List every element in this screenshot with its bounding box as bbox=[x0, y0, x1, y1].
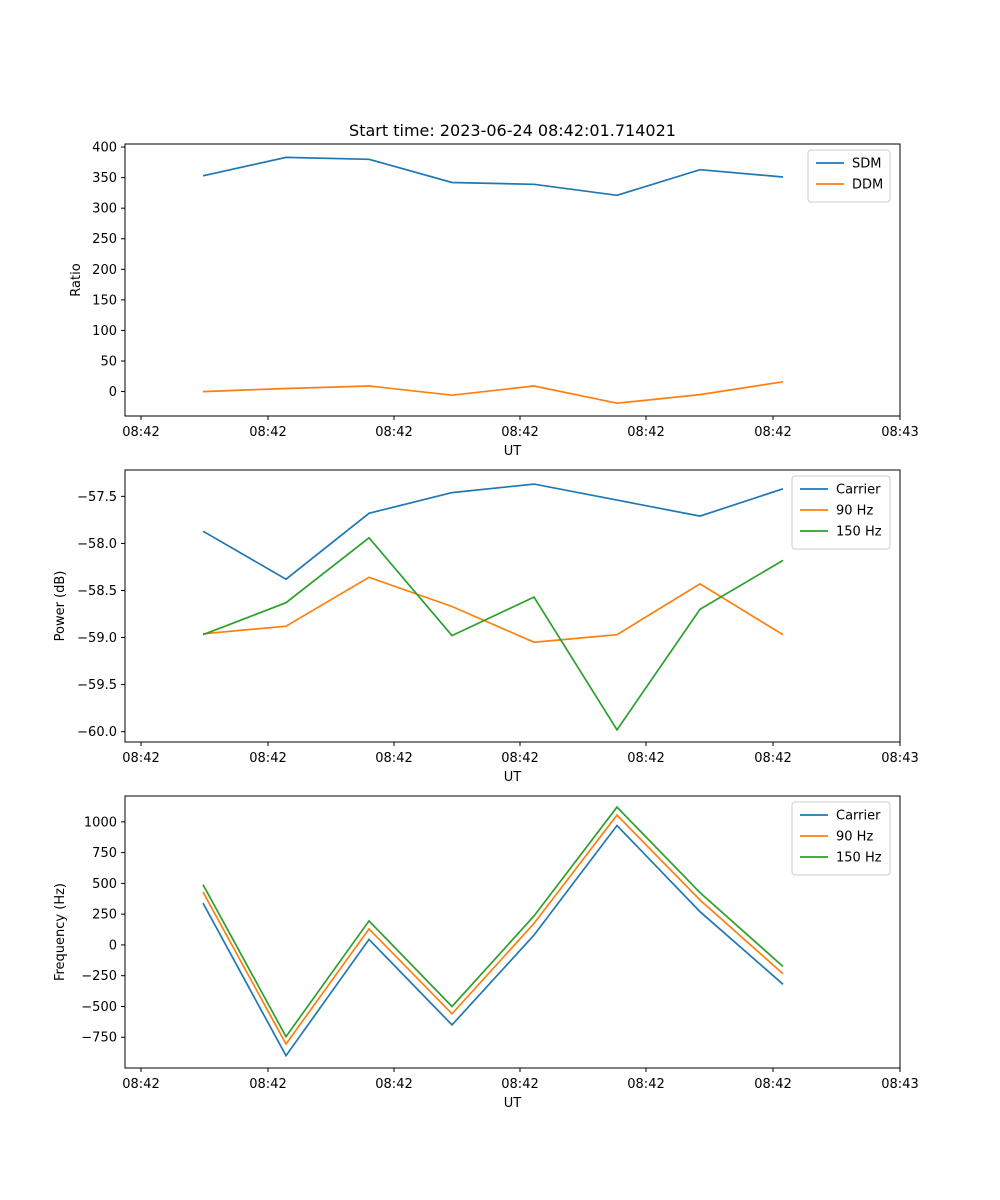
legend: Carrier 90 Hz 150 Hz bbox=[791, 475, 891, 550]
x-tick-label: 08:42 bbox=[627, 751, 664, 766]
y-tick-label: −750 bbox=[81, 1031, 117, 1046]
series-line-90-hz bbox=[202, 813, 784, 1046]
series-line-carrier bbox=[202, 483, 784, 581]
y-axis-label: Power (dB) bbox=[53, 571, 68, 642]
charts: Start time: 2023-06-24 08:42:01.714021 08… bbox=[53, 121, 919, 1111]
x-tick-label: 08:42 bbox=[754, 751, 791, 766]
y-tick-label: 150 bbox=[92, 293, 117, 308]
y-tick-label: 0 bbox=[109, 385, 117, 400]
legend-entry: 90 Hz bbox=[836, 830, 873, 845]
legend-entry: Carrier bbox=[836, 483, 881, 498]
y-tick-label: −59.0 bbox=[77, 631, 117, 646]
x-tick-label: 08:42 bbox=[122, 425, 159, 440]
y-tick-label: 200 bbox=[92, 263, 117, 278]
chart-title: Start time: 2023-06-24 08:42:01.714021 bbox=[349, 121, 676, 140]
y-tick-label: −58.5 bbox=[77, 584, 117, 599]
y-tick-label: 100 bbox=[92, 324, 117, 339]
y-tick-label: −250 bbox=[81, 969, 117, 984]
y-tick-label: −57.5 bbox=[77, 490, 117, 505]
y-tick-label: 250 bbox=[92, 232, 117, 247]
y-axis-label: Frequency (Hz) bbox=[53, 883, 68, 981]
y-tick-label: 350 bbox=[92, 171, 117, 186]
y-tick-label: 750 bbox=[92, 846, 117, 861]
legend: SDM DDM bbox=[807, 149, 891, 203]
x-tick-label: 08:42 bbox=[249, 1077, 286, 1092]
x-tick-label: 08:42 bbox=[501, 425, 538, 440]
plot-frame bbox=[124, 143, 901, 417]
x-axis-label: UT bbox=[504, 770, 522, 785]
series-line-150-hz bbox=[202, 536, 784, 732]
y-tick-label: 300 bbox=[92, 202, 117, 217]
x-tick-label: 08:43 bbox=[881, 425, 918, 440]
x-tick-label: 08:42 bbox=[375, 751, 412, 766]
x-tick-label: 08:42 bbox=[754, 1077, 791, 1092]
legend-entry: Carrier bbox=[836, 809, 881, 824]
x-tick-label: 08:42 bbox=[754, 425, 791, 440]
y-tick-label: 500 bbox=[92, 877, 117, 892]
chart-panel-1: Start time: 2023-06-24 08:42:01.714021 08… bbox=[69, 121, 919, 459]
y-tick-label: −500 bbox=[81, 1000, 117, 1015]
series-line-carrier bbox=[202, 824, 784, 1058]
series-line-90-hz bbox=[202, 576, 784, 644]
legend-entry: DDM bbox=[852, 178, 883, 193]
x-tick-label: 08:42 bbox=[249, 751, 286, 766]
x-tick-label: 08:42 bbox=[627, 425, 664, 440]
y-tick-label: −59.5 bbox=[77, 678, 117, 693]
series-line-ddm bbox=[202, 380, 784, 405]
series-line-sdm bbox=[202, 156, 784, 197]
series-line-150-hz bbox=[202, 805, 784, 1039]
legend: Carrier 90 Hz 150 Hz bbox=[791, 801, 891, 876]
x-axis-label: UT bbox=[504, 444, 522, 459]
legend-entry: SDM bbox=[852, 157, 881, 172]
chart-panel-2: 08:42 08:42 08:42 08:42 08:42 08:42 08:43 UT −60… bbox=[53, 469, 919, 785]
plot-frame bbox=[124, 795, 901, 1069]
x-tick-label: 08:42 bbox=[375, 1077, 412, 1092]
x-tick-label: 08:43 bbox=[881, 751, 918, 766]
plot-frame bbox=[124, 469, 901, 743]
x-tick-label: 08:42 bbox=[122, 1077, 159, 1092]
y-tick-label: 1000 bbox=[84, 815, 117, 830]
y-tick-label: 50 bbox=[100, 354, 117, 369]
y-tick-label: −58.0 bbox=[77, 537, 117, 552]
legend-entry: 150 Hz bbox=[836, 525, 882, 540]
x-tick-label: 08:42 bbox=[627, 1077, 664, 1092]
y-tick-label: 400 bbox=[92, 141, 117, 156]
x-tick-label: 08:42 bbox=[375, 425, 412, 440]
legend-entry: 150 Hz bbox=[836, 851, 882, 866]
x-tick-label: 08:43 bbox=[881, 1077, 918, 1092]
x-axis-label: UT bbox=[504, 1096, 522, 1111]
x-tick-label: 08:42 bbox=[249, 425, 286, 440]
y-tick-label: 0 bbox=[109, 938, 117, 953]
x-tick-label: 08:42 bbox=[122, 751, 159, 766]
legend-entry: 90 Hz bbox=[836, 504, 873, 519]
y-axis-label: Ratio bbox=[69, 263, 84, 296]
x-tick-label: 08:42 bbox=[501, 751, 538, 766]
y-tick-label: −60.0 bbox=[77, 725, 117, 740]
y-tick-label: 250 bbox=[92, 908, 117, 923]
chart-panel-3: 08:42 08:42 08:42 08:42 08:42 08:42 08:43 UT −75… bbox=[53, 795, 919, 1111]
x-tick-label: 08:42 bbox=[501, 1077, 538, 1092]
